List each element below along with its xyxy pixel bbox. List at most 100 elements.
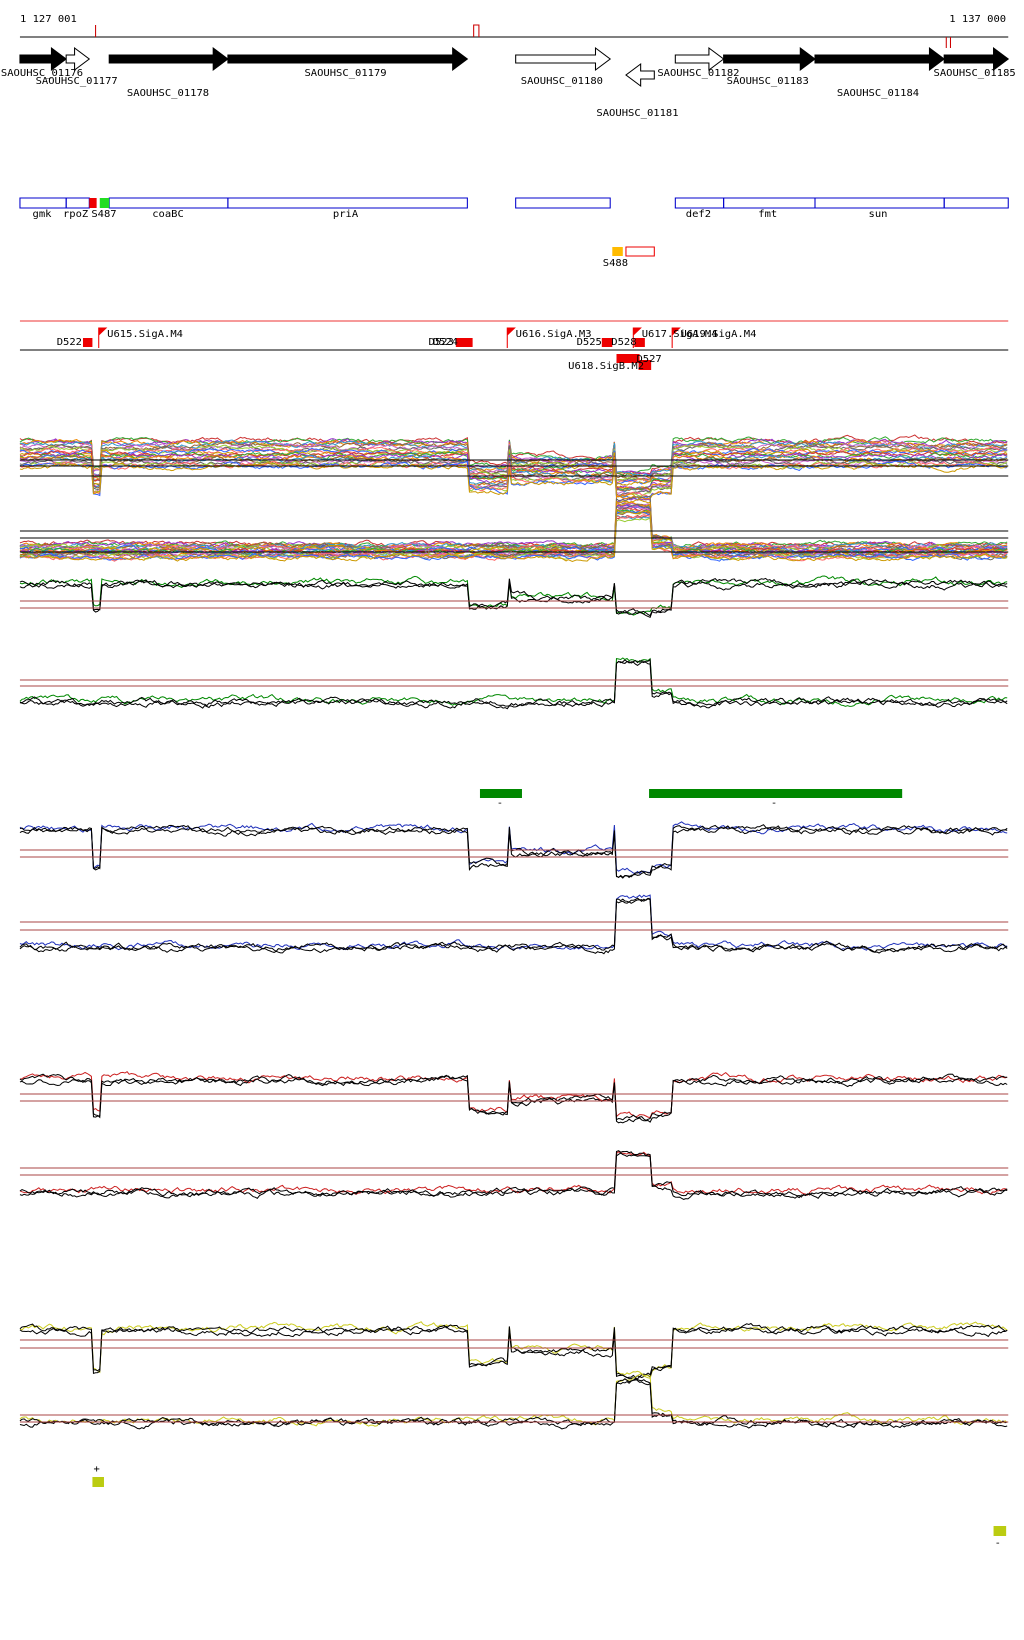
expression-trace [19, 498, 1008, 550]
expression-trace [19, 824, 1008, 879]
gene-label: SAOUHSC_01184 [837, 87, 919, 99]
feature-label: D528 [611, 336, 636, 348]
expression-trace [19, 897, 1008, 953]
expression-trace [19, 460, 1008, 499]
strand-mark: - [995, 1537, 1001, 1549]
gene-arrow [65, 46, 91, 72]
gene-arrow [674, 46, 725, 72]
strand-mark: - [497, 797, 503, 809]
expression-trace [19, 1073, 1008, 1124]
expression-trace [19, 442, 1008, 482]
feature-box [601, 338, 613, 347]
annotation-label: S487 [91, 208, 116, 220]
annotation-label: rpoZ [63, 208, 88, 220]
annotation-box [227, 197, 468, 209]
expression-trace [19, 1151, 1008, 1196]
annotation-label: priA [333, 208, 358, 220]
expression-trace [19, 1071, 1008, 1119]
expression-trace [19, 1372, 1008, 1427]
annotation-label: S488 [603, 257, 628, 269]
expression-trace [19, 1150, 1008, 1200]
feature-box [634, 338, 645, 347]
expression-trace [19, 460, 1008, 501]
marker [993, 1526, 1007, 1536]
annotation-mark [89, 198, 97, 208]
feature-box [455, 338, 473, 347]
annotation-mark [99, 198, 110, 208]
expression-trace [19, 1324, 1008, 1379]
promoter-flag [506, 327, 516, 348]
annotation-box [814, 197, 945, 209]
annotation-label: def2 [686, 208, 711, 220]
gene-label: SAOUHSC_01179 [304, 67, 386, 79]
feature-label: U618.SigB.M2 [568, 360, 644, 372]
end-coordinate: 1 137 000 [949, 13, 1006, 25]
annotation-box [108, 197, 229, 209]
start-coordinate: 1 127 001 [20, 13, 77, 25]
expression-trace [19, 577, 1008, 617]
promoter-flag [98, 327, 108, 348]
expression-trace [19, 511, 1008, 559]
expression-trace [19, 657, 1008, 707]
gene-label: SAOUHSC_01180 [521, 75, 603, 87]
promoter-flag [632, 327, 642, 348]
feature-box [638, 360, 652, 370]
annotation-label: fmt [758, 208, 777, 220]
gene-arrow [723, 46, 816, 72]
feature-label: D522 [57, 336, 82, 348]
expression-trace [19, 575, 1008, 616]
gene-label: SAOUHSC_01178 [127, 87, 209, 99]
expression-trace [19, 821, 1008, 875]
strand-mark: - [771, 797, 777, 809]
region-bar [479, 789, 522, 798]
expression-trace [19, 824, 1008, 879]
feature-label: D524 [433, 336, 458, 348]
gene-arrow [227, 46, 469, 72]
feature-label: U617.SigA.M4 [642, 328, 718, 340]
gene-arrow [814, 46, 946, 72]
expression-trace [19, 1378, 1008, 1430]
feature-label: U615.SigA.M4 [107, 328, 183, 340]
expression-trace [19, 897, 1008, 955]
expression-trace [19, 511, 1008, 562]
expression-trace [19, 658, 1008, 710]
feature-label: D525 [577, 336, 602, 348]
annotation-box [65, 197, 90, 209]
feature-box [82, 338, 93, 347]
expression-trace [19, 894, 1008, 951]
feature-label: U616.SigA.M3 [516, 328, 592, 340]
expression-trace [19, 495, 1008, 555]
strand-mark: + [93, 1463, 99, 1475]
annotation-mark [612, 247, 623, 256]
gene-label: SAOUHSC_01177 [36, 75, 118, 87]
expression-trace [19, 1378, 1008, 1428]
gene-label: SAOUHSC_01182 [657, 67, 739, 79]
expression-trace [19, 508, 1008, 563]
gene-label: SAOUHSC_01176 [1, 67, 83, 79]
annotation-label: sun [869, 208, 888, 220]
gene-label: SAOUHSC_01181 [596, 107, 678, 119]
feature-box [616, 354, 640, 363]
expression-trace [19, 1322, 1008, 1380]
annotation-box [674, 197, 725, 209]
gene-arrow [19, 46, 68, 72]
annotation-box [625, 246, 655, 257]
gene-arrow [943, 46, 1010, 72]
expression-trace [19, 659, 1008, 708]
promoter-flag [671, 327, 681, 348]
annotation-box [943, 197, 1009, 209]
region-bar [649, 789, 903, 798]
gene-label: SAOUHSC_01183 [727, 75, 809, 87]
gene-arrow [515, 46, 612, 72]
expression-trace [19, 578, 1008, 618]
expression-trace [19, 441, 1008, 483]
gene-arrow [108, 46, 229, 72]
ruler-marks [95, 24, 952, 48]
annotation-box [723, 197, 816, 209]
annotation-box [515, 197, 611, 209]
annotation-label: gmk [33, 208, 53, 220]
annotation-box [19, 197, 67, 209]
annotation-label: coaBC [152, 208, 184, 220]
